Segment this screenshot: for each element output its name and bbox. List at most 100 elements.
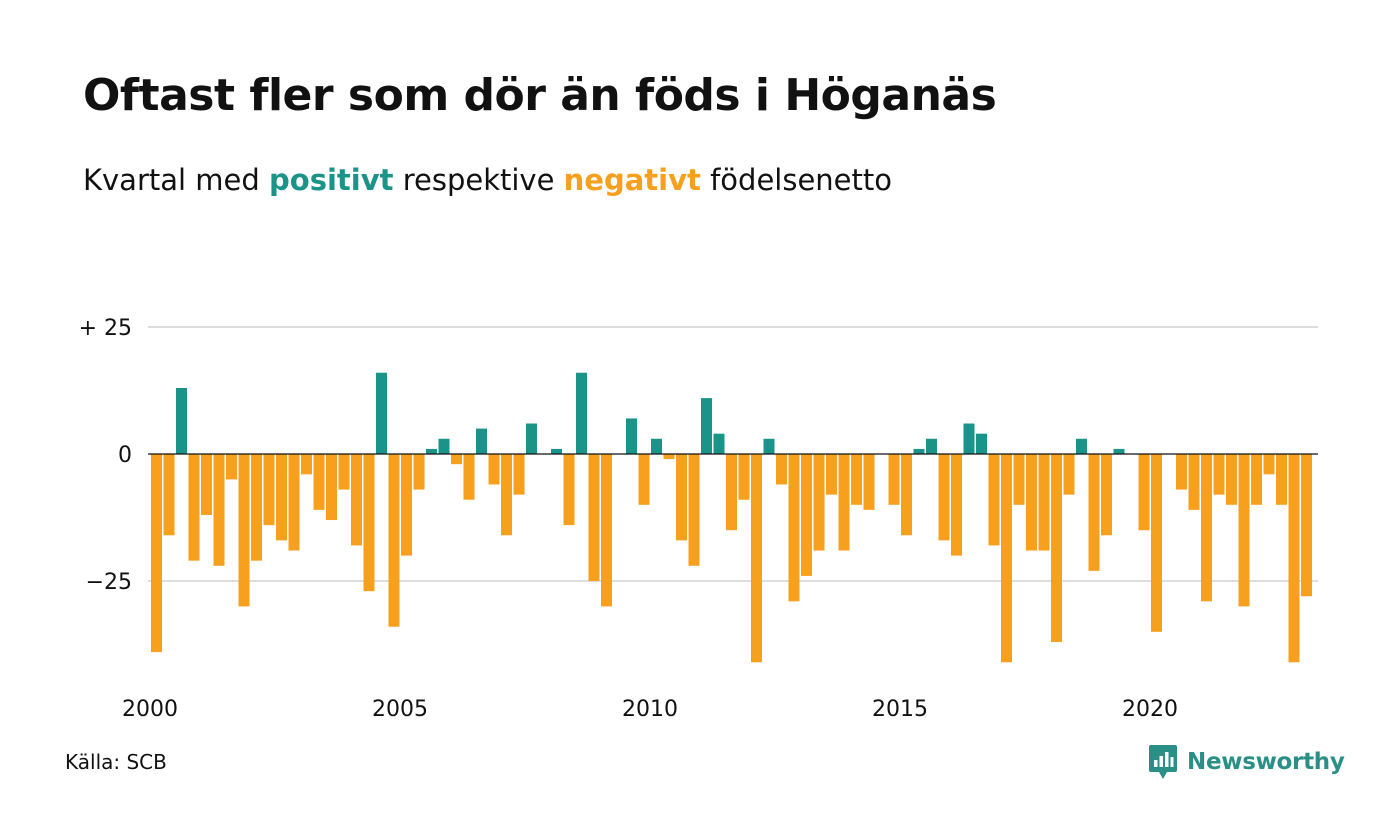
bar-negative	[1026, 454, 1037, 551]
bar-negative	[1288, 454, 1300, 663]
bar-negative	[251, 454, 262, 561]
bar-positive	[426, 448, 437, 454]
bar-negative	[1038, 454, 1050, 551]
bar-negative	[488, 454, 500, 485]
bar-negative	[563, 454, 575, 526]
bar-negative	[351, 454, 362, 546]
x-tick-label: 2010	[622, 697, 678, 722]
bar-negative	[726, 454, 737, 531]
bar-chart: + 25 0 −25 2000 2005 2010 2015 2020	[79, 316, 1318, 722]
bar-negative	[1226, 454, 1237, 505]
brand-name: Newsworthy	[1187, 749, 1345, 775]
bar-positive	[976, 433, 987, 454]
bar-positive	[1113, 448, 1125, 454]
bar-negative	[826, 454, 837, 495]
bar-negative	[1276, 454, 1287, 505]
bar-positive	[701, 398, 712, 454]
bar-negative	[863, 454, 875, 510]
bar-negative	[901, 454, 912, 536]
bar-negative	[1051, 454, 1062, 642]
bar-positive	[176, 387, 187, 454]
bar-negative	[888, 454, 900, 505]
bar-negative	[738, 454, 750, 500]
bar-negative	[1251, 454, 1262, 505]
y-tick-label: 0	[118, 443, 132, 468]
bar-negative	[226, 454, 237, 480]
y-tick-label: + 25	[79, 316, 132, 341]
bar-negative	[201, 454, 212, 515]
bar-negative	[513, 454, 525, 495]
bar-positive	[576, 372, 587, 454]
x-tick-label: 2020	[1122, 697, 1178, 722]
bar-negative	[263, 454, 275, 526]
bar-negative	[801, 454, 812, 576]
bar-negative	[388, 454, 400, 627]
subtitle-middle: respektive	[393, 163, 564, 197]
bar-negative	[276, 454, 287, 541]
bar-positive	[438, 438, 450, 454]
bar-negative	[776, 454, 787, 485]
bar-negative	[301, 454, 312, 475]
bar-negative	[401, 454, 412, 556]
bar-negative	[188, 454, 200, 561]
bar-positive	[476, 428, 487, 454]
bar-positive	[713, 433, 725, 454]
bar-negative	[1063, 454, 1075, 495]
bar-positive	[651, 438, 662, 454]
bar-negative	[1201, 454, 1212, 602]
bar-negative	[751, 454, 762, 663]
bar-positive	[1076, 438, 1087, 454]
bar-negative	[1188, 454, 1200, 510]
bar-negative	[813, 454, 825, 551]
bar-negative	[1151, 454, 1162, 632]
bar-negative	[1013, 454, 1025, 505]
bar-negative	[1001, 454, 1012, 663]
source-note: Källa: SCB	[65, 750, 167, 774]
newsworthy-logo: Newsworthy	[1148, 744, 1345, 780]
bar-negative	[988, 454, 1000, 546]
x-tick-label: 2000	[122, 697, 178, 722]
subtitle-prefix: Kvartal med	[83, 163, 270, 197]
bar-negative	[663, 454, 675, 460]
bar-negative	[313, 454, 325, 510]
bar-positive	[526, 423, 537, 454]
subtitle-positive: positivt	[269, 163, 394, 197]
bar-negative	[688, 454, 700, 566]
bar-positive	[963, 423, 975, 454]
bar-negative	[638, 454, 650, 505]
bar-negative	[451, 454, 462, 465]
bar-negative	[1301, 454, 1312, 597]
bar-positive	[376, 372, 387, 454]
bar-negative	[1238, 454, 1250, 607]
bar-negative	[838, 454, 850, 551]
bar-negative	[151, 454, 162, 653]
bar-negative	[338, 454, 350, 490]
x-tick-label: 2005	[372, 697, 428, 722]
bar-negative	[288, 454, 300, 551]
chart-subtitle: Kvartal med positivt respektive negativt…	[83, 162, 892, 200]
bar-negative	[676, 454, 687, 541]
bar-positive	[763, 438, 775, 454]
subtitle-suffix: födelsenetto	[700, 163, 892, 197]
bar-negative	[163, 454, 175, 536]
x-tick-label: 2015	[872, 697, 928, 722]
bar-negative	[1213, 454, 1225, 495]
bar-negative	[1101, 454, 1112, 536]
bar-negative	[501, 454, 512, 536]
bar-negative	[851, 454, 862, 505]
y-tick-label: −25	[86, 570, 132, 595]
bar-negative	[1176, 454, 1187, 490]
bar-negative	[588, 454, 600, 581]
bar-positive	[626, 418, 637, 454]
newsworthy-logo-icon	[1149, 745, 1177, 779]
bar-negative	[788, 454, 800, 602]
bar-positive	[913, 448, 925, 454]
bar-negative	[1088, 454, 1100, 571]
bar-negative	[1138, 454, 1150, 531]
chart-title: Oftast fler som dör än föds i Höganäs	[83, 70, 997, 121]
bar-negative	[1263, 454, 1275, 475]
bar-negative	[413, 454, 425, 490]
bar-negative	[463, 454, 475, 500]
bar-negative	[938, 454, 950, 541]
bar-negative	[601, 454, 612, 607]
